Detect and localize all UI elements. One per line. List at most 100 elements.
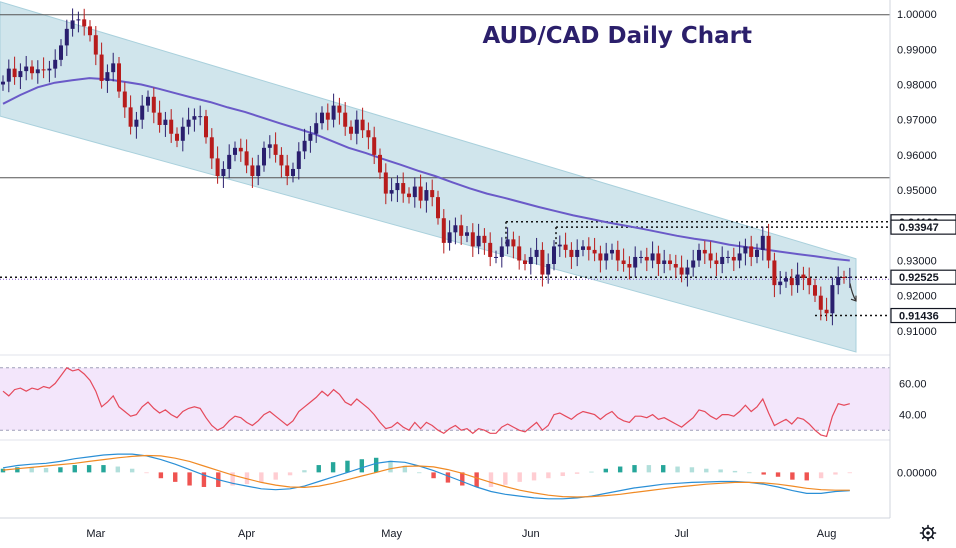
candle-body: [296, 151, 301, 169]
candle-body: [180, 126, 185, 141]
time-axis: Mar Apr May Jun Jul Aug: [0, 517, 890, 540]
candle-body: [407, 193, 411, 198]
candle-body: [737, 253, 742, 261]
reference-lines: [0, 14, 890, 317]
candle-body: [314, 123, 319, 134]
candle-body: [633, 256, 638, 268]
candle-body: [459, 225, 464, 236]
candle-body: [546, 264, 551, 275]
candle-body: [662, 260, 667, 264]
candle-body: [18, 71, 23, 78]
macd-histogram-bar: [273, 472, 278, 480]
candle-body: [772, 260, 777, 286]
channel-band: [0, 1, 857, 353]
macd-histogram-bar: [517, 472, 522, 482]
candle-body: [378, 154, 382, 173]
candle-body: [824, 309, 829, 314]
candle-body: [47, 68, 52, 71]
macd-histogram-bar: [330, 462, 336, 473]
macd-histogram-bar: [574, 472, 580, 474]
macd-histogram-bar: [747, 472, 752, 474]
candle-body: [308, 133, 313, 141]
candle-body: [644, 256, 649, 261]
macd-histogram-bar: [775, 472, 781, 477]
price-tick-label: 0.92000: [897, 291, 937, 303]
macd-histogram-bar: [373, 457, 379, 473]
rsi-band: [0, 367, 890, 431]
candle-body: [256, 165, 261, 176]
price-tick-label: 0.93000: [897, 255, 937, 267]
candle-body: [847, 277, 852, 279]
candle-body: [175, 133, 179, 141]
macd-histogram-bar: [704, 468, 709, 473]
candle-body: [789, 278, 794, 286]
candlestick-series: [1, 8, 852, 326]
macd-line: [2, 453, 850, 500]
macd-histogram-bar: [675, 466, 680, 473]
macd-histogram-bar: [503, 472, 508, 485]
macd-histogram-bar: [531, 472, 537, 481]
candle-body: [267, 144, 272, 148]
candle-body: [511, 239, 516, 247]
candle-body: [383, 172, 388, 194]
candle-body: [760, 235, 765, 250]
candle-body: [488, 242, 493, 257]
price-tick-label: 0.97000: [897, 115, 937, 127]
rsi-tick-label: 40.00: [899, 410, 927, 422]
candle-body: [238, 147, 243, 152]
candle-body: [12, 68, 17, 78]
macd-tick-label: 0.00000: [897, 467, 937, 479]
candle-body: [111, 63, 116, 73]
candle-body: [697, 249, 701, 261]
macd-panel: [0, 439, 890, 500]
candle-body: [198, 116, 203, 118]
candle-body: [807, 278, 812, 286]
macd-histogram-bar: [833, 472, 838, 475]
candle-body: [157, 112, 162, 125]
candle-body: [615, 249, 620, 261]
candle-body: [801, 274, 806, 279]
macd-histogram-bar: [0, 468, 6, 473]
macd-histogram-bar: [804, 472, 809, 481]
macd-histogram-bar: [402, 465, 408, 473]
candle-body: [534, 249, 539, 257]
macd-histogram-bar: [259, 472, 264, 483]
candle-body: [24, 66, 29, 72]
candle-body: [610, 249, 614, 254]
candle-body: [366, 130, 371, 138]
rsi-tick-label: 60.00: [899, 378, 927, 390]
macd-histogram-bar: [488, 472, 494, 487]
candle-body: [151, 96, 156, 113]
candle-body: [465, 232, 469, 236]
candle-body: [441, 218, 446, 243]
macd-histogram-bar: [790, 472, 795, 480]
candle-body: [731, 256, 736, 261]
candle-body: [88, 26, 92, 36]
macd-histogram-bar: [431, 472, 436, 479]
candle-body: [540, 249, 545, 275]
candle-body: [627, 264, 632, 268]
candle-body: [778, 281, 783, 286]
candle-body: [302, 140, 307, 152]
price-tick-label: 0.99000: [897, 44, 937, 56]
candle-body: [122, 91, 127, 108]
candle-body: [691, 260, 696, 268]
price-tag-box: [890, 269, 956, 285]
candle-body: [557, 244, 562, 247]
macd-histogram-bar: [474, 472, 479, 487]
candle-body: [726, 256, 730, 258]
gear-icon[interactable]: [919, 524, 937, 542]
macd-histogram-bar: [29, 467, 34, 473]
candle-body: [349, 126, 353, 134]
macd-histogram-bar: [158, 472, 164, 479]
candle-body: [186, 119, 191, 127]
candle-body: [586, 246, 591, 250]
candle-body: [70, 20, 75, 29]
signal-line: [2, 454, 850, 498]
candle-body: [320, 112, 324, 124]
candle-body: [215, 158, 220, 176]
candle-body: [842, 277, 846, 279]
candle-body: [389, 190, 394, 194]
time-tick-label: May: [381, 528, 402, 540]
